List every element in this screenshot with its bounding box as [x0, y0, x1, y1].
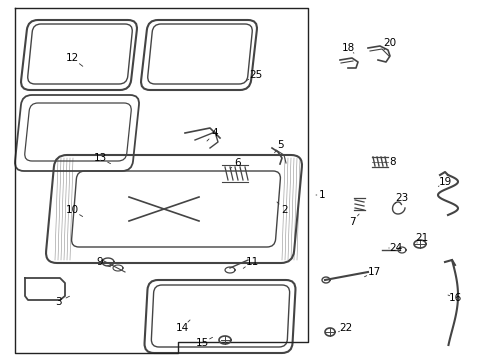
Text: 5: 5: [276, 140, 283, 150]
Text: 20: 20: [383, 38, 396, 48]
Text: 18: 18: [341, 43, 354, 53]
Text: 8: 8: [389, 157, 395, 167]
Text: 13: 13: [93, 153, 106, 163]
Text: 7: 7: [348, 217, 355, 227]
Text: 19: 19: [437, 177, 451, 187]
Text: 14: 14: [175, 323, 188, 333]
Text: 22: 22: [339, 323, 352, 333]
Text: 24: 24: [388, 243, 402, 253]
Text: 4: 4: [211, 128, 218, 138]
Text: 2: 2: [281, 205, 288, 215]
Text: 9: 9: [97, 257, 103, 267]
Text: 15: 15: [195, 338, 208, 348]
Text: 17: 17: [366, 267, 380, 277]
Text: 1: 1: [318, 190, 325, 200]
Text: 21: 21: [414, 233, 428, 243]
Text: 12: 12: [65, 53, 79, 63]
Text: 3: 3: [55, 297, 61, 307]
Text: 11: 11: [245, 257, 258, 267]
Text: 23: 23: [395, 193, 408, 203]
Text: 10: 10: [65, 205, 79, 215]
Text: 16: 16: [447, 293, 461, 303]
Text: 6: 6: [234, 158, 241, 168]
Text: 25: 25: [249, 70, 262, 80]
